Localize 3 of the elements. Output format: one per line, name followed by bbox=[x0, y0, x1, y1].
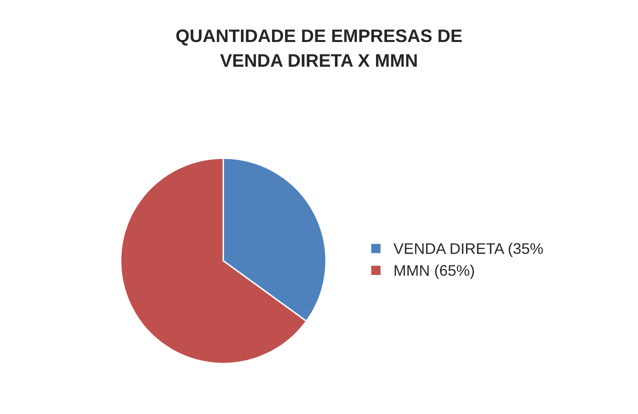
legend-label: VENDA DIRETA (35% bbox=[394, 242, 543, 257]
legend-label: MMN (65%) bbox=[394, 264, 474, 279]
chart-title: QUANTIDADE DE EMPRESAS DE VENDA DIRETA X MMN bbox=[176, 29, 462, 67]
